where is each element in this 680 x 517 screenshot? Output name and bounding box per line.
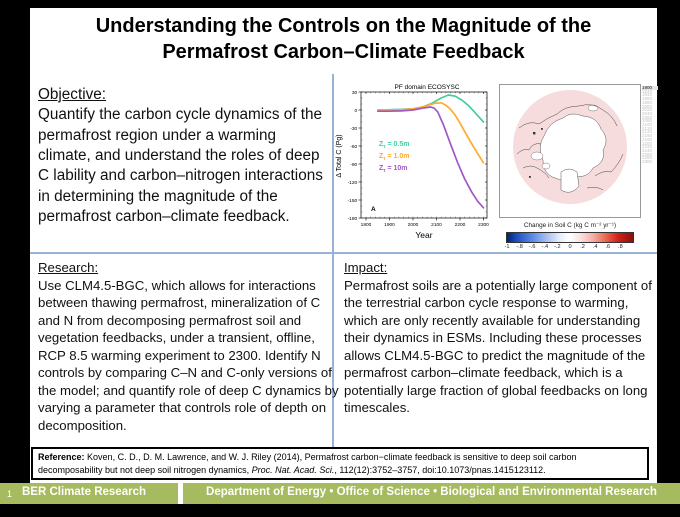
year-item: 2200 [642, 140, 653, 146]
reference-box: Reference: Koven, C. D., D. M. Lawrence,… [31, 447, 649, 481]
svg-text:-120: -120 [348, 180, 358, 186]
title-line-2: Permafrost Carbon–Climate Feedback [162, 41, 525, 63]
svg-text:-180: -180 [348, 216, 358, 222]
year-item: 2000 [642, 103, 653, 109]
reference-label: Reference: [38, 452, 85, 462]
reference-text-1: Koven, C. D., D. M. Lawrence, and W. J. … [38, 452, 577, 475]
colorbar-tick: .6 [605, 244, 611, 250]
svg-text:-60: -60 [350, 144, 357, 150]
objective-body: Quantify the carbon cycle dynamics of th… [38, 106, 323, 226]
research-body: Use CLM4.5-BGC, which allows for interac… [38, 277, 339, 433]
animation-years-list: 1900 1920 1940 1960 1980 2000 2020 2040 2060 2080… [642, 85, 658, 165]
year-item: 2240 [642, 147, 653, 153]
chart-y-axis-label: Δ Total C (Pg) [336, 134, 343, 177]
year-item: 2280 [642, 155, 653, 161]
chart-panel-label: A [371, 206, 376, 213]
year-item: 2120 [642, 125, 653, 131]
svg-text:-150: -150 [348, 198, 358, 204]
year-item: 2060 [642, 114, 653, 120]
map-caption: Change in Soil C (kg C m⁻² yr⁻¹) [523, 222, 617, 229]
soil-c-colorbar [506, 232, 634, 243]
research-section: Research: Use CLM4.5-BGC, which allows f… [38, 259, 340, 447]
year-item: 2080 [642, 118, 653, 124]
chart-legend-entry: Zτ = 10m [379, 165, 408, 174]
map-panel: Change in Soil C (kg C m⁻² yr⁻¹) -1 -.8 -.… [494, 84, 646, 252]
ecosysc-line-chart: PF domain ECOSYSC Δ Total C (Pg) Year A … [336, 84, 490, 240]
svg-text:1900: 1900 [384, 222, 395, 228]
colorbar-tick: .8 [618, 244, 623, 250]
year-item: 2140 [642, 129, 653, 135]
year-item: 2040 [642, 110, 653, 116]
svg-text:-30: -30 [350, 126, 357, 132]
colorbar-tick-labels: -1 -.8 -.6 -.4 -.2 0 .2 .4 .6 .8 [504, 244, 633, 252]
chart-title: PF domain ECOSYSC [394, 84, 459, 91]
colorbar-tick: 0 [568, 244, 572, 250]
title-line-1: Understanding the Controls on the Magnit… [95, 15, 592, 37]
svg-text:2100: 2100 [431, 222, 442, 228]
year-item: 2260 [642, 151, 653, 157]
year-item: 2300 [642, 159, 653, 165]
colorbar-tick: -1 [504, 244, 510, 250]
colorbar-tick: -.8 [516, 244, 523, 250]
year-item: 1960 [642, 96, 653, 102]
footer-right-label: Department of Energy • Office of Science… [206, 486, 657, 498]
chart-legend-entry: Zτ = 0.5m [379, 141, 409, 150]
year-item: 1920 [642, 88, 653, 94]
divider-horizontal [30, 252, 657, 254]
svg-text:2000: 2000 [408, 222, 419, 228]
impact-section: Impact: Permafrost soils are a potential… [344, 259, 652, 417]
year-item: 2220 [642, 144, 653, 150]
svg-text:2300: 2300 [478, 222, 489, 228]
year-item: 2160 [642, 133, 653, 139]
colorbar-tick: .2 [580, 244, 585, 250]
footer-divider [178, 483, 183, 504]
objective-section: Objective: Quantify the carbon cycle dyn… [38, 85, 332, 227]
colorbar-tick: -.2 [554, 244, 561, 250]
chart-legend-entry: Zτ = 1.0m [379, 153, 409, 162]
svg-text:30: 30 [352, 90, 358, 96]
colorbar-tick: -.6 [528, 244, 536, 250]
colorbar-tick: .4 [592, 244, 598, 250]
divider-vertical [332, 74, 334, 447]
impact-body: Permafrost soils are a potentially large… [344, 277, 652, 416]
arctic-map [499, 84, 641, 218]
slide: Understanding the Controls on the Magnit… [30, 8, 658, 483]
reference-text-2: , 112(12):3752–3757, doi:10.1073/pnas.14… [334, 464, 546, 475]
year-item: 2020 [642, 107, 653, 113]
footer-left-label: BER Climate Research [22, 486, 146, 498]
svg-text:2200: 2200 [455, 222, 466, 228]
reference-journal: Proc. Nat. Acad. Sci. [251, 464, 335, 475]
year-item: 1940 [642, 92, 653, 98]
research-heading: Research: [38, 260, 99, 275]
year-item: 1900 [642, 85, 658, 90]
year-item: 2180 [642, 136, 653, 142]
svg-text:1800: 1800 [361, 222, 372, 228]
chart-x-axis-label: Year [415, 230, 432, 240]
slide-title: Understanding the Controls on the Magnit… [30, 13, 657, 65]
objective-heading: Objective: [38, 86, 107, 103]
year-item: 2100 [642, 122, 653, 128]
svg-text:-90: -90 [350, 162, 357, 168]
colorbar-tick: -.4 [541, 244, 549, 250]
page-number: 1 [7, 489, 13, 499]
year-item: 1980 [642, 99, 653, 105]
svg-text:0: 0 [355, 108, 358, 114]
footer-bar: 1 BER Climate Research Department of Ene… [0, 483, 680, 504]
impact-heading: Impact: [344, 260, 388, 275]
